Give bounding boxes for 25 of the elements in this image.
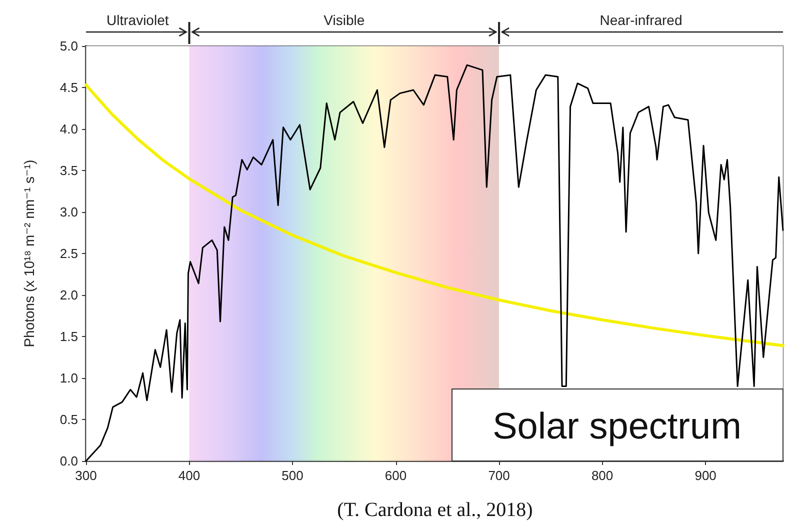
band-label: Ultraviolet — [106, 12, 169, 28]
y-tick-label: 1.5 — [60, 329, 78, 344]
y-tick-label: 2.0 — [60, 288, 78, 302]
y-tick-label: 3.5 — [60, 163, 78, 178]
x-tick-label: 800 — [591, 468, 614, 483]
text: (T. Cardona et al., 2018) — [337, 499, 533, 521]
y-tick-label: 1.0 — [60, 370, 78, 386]
x-tick-label: 500 — [282, 468, 304, 483]
y-tick-label: 0.0 — [60, 454, 78, 468]
y-tick-label: 0.5 — [60, 412, 78, 427]
y-tick-label: 4.5 — [60, 80, 78, 95]
x-tick-label: 600 — [384, 468, 407, 483]
y-tick-label: 3.0 — [60, 204, 78, 220]
x-tick-label: 900 — [694, 468, 716, 483]
x-tick-label: 400 — [178, 468, 200, 483]
line-series — [84, 84, 784, 348]
band-label: Visible — [324, 12, 365, 28]
y-axis-title: Photons (x 10¹⁸ m⁻² nm⁻¹ s⁻¹) — [21, 160, 37, 348]
y-tick-label: 5.0 — [60, 38, 78, 54]
y-tick-label: 2.5 — [60, 246, 78, 261]
y-tick-label: 4.0 — [60, 122, 78, 136]
x-tick-label: 300 — [75, 468, 97, 483]
band-label: Near-infrared — [600, 12, 682, 28]
x-tick-label: 700 — [488, 468, 510, 483]
annotation: Solar spectrum — [492, 406, 742, 446]
